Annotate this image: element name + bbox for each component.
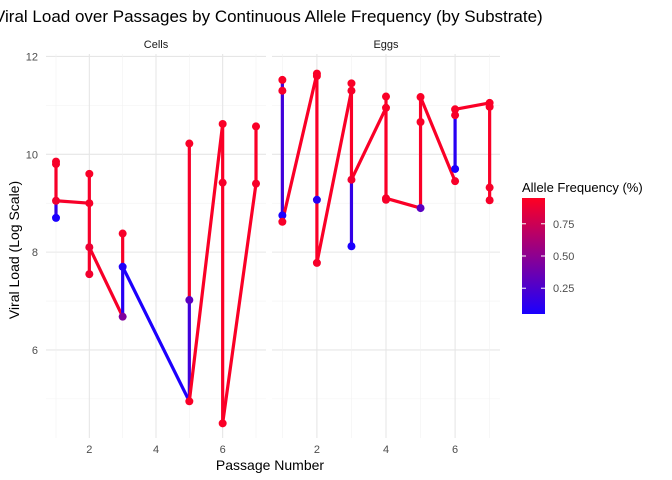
data-point <box>252 179 260 188</box>
legend-title: Allele Frequency (%) <box>522 180 643 195</box>
line-segment <box>280 71 319 224</box>
data-point <box>185 139 194 148</box>
data-points <box>52 119 260 428</box>
data-point <box>382 103 390 112</box>
data-point <box>278 211 287 220</box>
data-point <box>278 75 287 84</box>
line-segment <box>54 199 91 205</box>
data-point <box>52 160 60 169</box>
y-tick-label: 8 <box>32 247 38 259</box>
y-tick-label: 6 <box>32 345 38 357</box>
data-point <box>485 102 494 111</box>
x-tick-label: 4 <box>383 444 389 456</box>
data-point <box>118 229 127 238</box>
y-axis-title: Viral Load (Log Scale) <box>6 181 22 319</box>
line-segment <box>121 265 191 403</box>
strip-label: Cells <box>144 39 169 51</box>
panel-cells: Cells 2 4 6 6 8 10 12 <box>26 39 266 456</box>
y-tick-label: 12 <box>26 51 38 63</box>
data-point <box>451 177 460 186</box>
data-point <box>85 270 94 279</box>
line-segment <box>315 89 354 265</box>
legend-color-bar <box>522 198 545 314</box>
data-point <box>485 183 494 192</box>
data-point <box>382 195 390 204</box>
line-segment <box>187 122 225 403</box>
legend-tick-label: 0.50 <box>553 251 574 263</box>
data-point <box>347 86 356 95</box>
line-segment <box>453 101 492 111</box>
data-point <box>118 262 127 271</box>
data-point <box>85 199 94 208</box>
panel-eggs: Eggs 2 4 6 <box>272 39 500 456</box>
data-point <box>218 119 227 128</box>
series-lines <box>54 122 258 425</box>
data-point <box>416 117 425 126</box>
data-point <box>85 169 94 178</box>
data-point <box>278 86 287 95</box>
x-tick-label: 6 <box>220 444 226 456</box>
data-point <box>185 296 194 305</box>
y-tick-label: 10 <box>26 149 38 161</box>
data-point <box>312 258 321 267</box>
data-point <box>278 217 287 226</box>
data-point <box>118 312 127 321</box>
strip-label: Eggs <box>373 39 399 51</box>
line-segment <box>87 245 125 319</box>
line-segment <box>418 95 457 183</box>
data-point <box>347 242 356 251</box>
legend-tick-label: 0.75 <box>553 219 574 231</box>
color-legend: Allele Frequency (%) 0.25 0.50 0.75 <box>522 180 643 314</box>
data-point <box>347 79 356 88</box>
data-point <box>218 178 227 187</box>
data-point <box>451 164 460 173</box>
data-point <box>185 397 194 406</box>
data-point <box>382 92 390 101</box>
x-tick-label: 2 <box>86 444 92 456</box>
x-tick-label: 4 <box>153 444 159 456</box>
data-point <box>347 175 356 184</box>
data-point <box>312 195 321 204</box>
data-point <box>252 122 260 131</box>
chart-title: Viral Load over Passages by Continuous A… <box>0 7 543 26</box>
x-tick-label: 6 <box>452 444 458 456</box>
x-axis-title: Passage Number <box>216 457 325 473</box>
data-point <box>52 213 60 222</box>
line-segment <box>221 182 258 425</box>
data-point <box>485 196 494 205</box>
data-point <box>85 243 94 252</box>
line-segment <box>349 106 388 182</box>
data-point <box>218 419 227 428</box>
line-segment <box>384 196 423 210</box>
series-lines <box>280 71 492 265</box>
data-points <box>278 69 494 267</box>
data-point <box>416 93 425 102</box>
data-point <box>416 204 425 213</box>
data-point <box>52 196 60 205</box>
data-point <box>312 72 321 81</box>
x-tick-label: 2 <box>314 444 320 456</box>
legend-tick-label: 0.25 <box>553 283 574 295</box>
gridlines <box>46 54 266 438</box>
data-point <box>451 111 460 120</box>
data-point <box>451 105 460 114</box>
